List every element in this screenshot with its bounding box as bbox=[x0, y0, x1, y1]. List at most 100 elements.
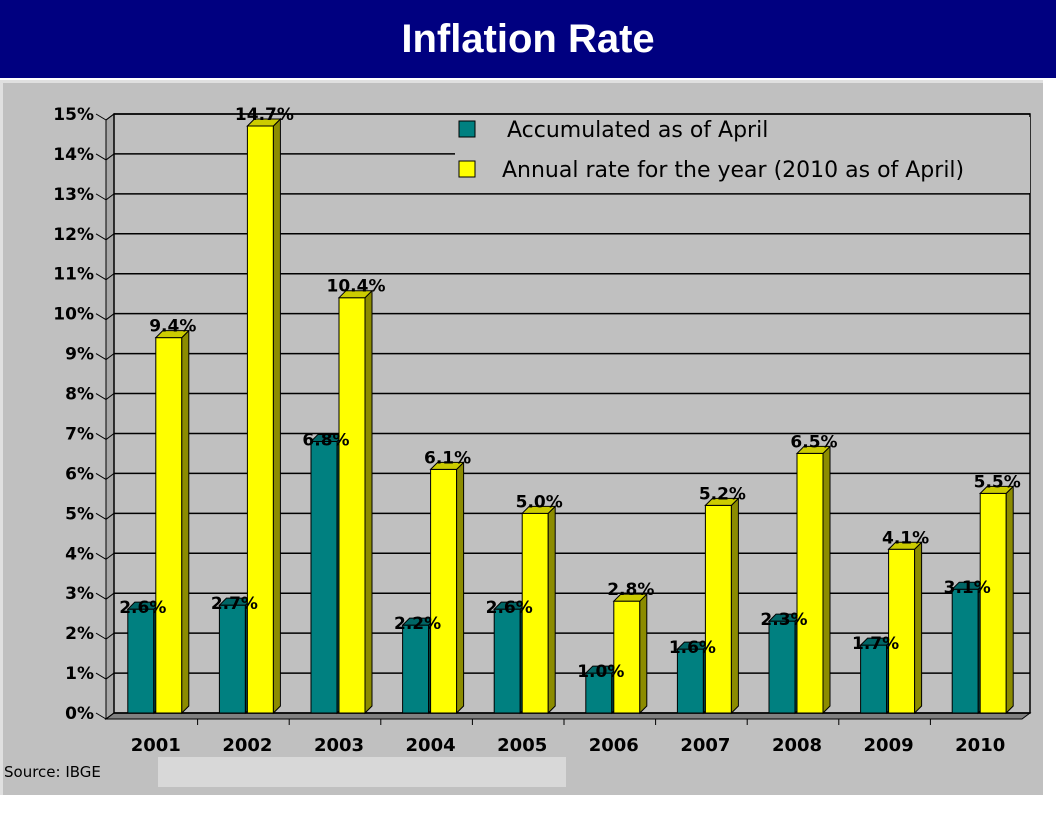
y-tick-label: 10% bbox=[53, 305, 94, 325]
y-tick-mark bbox=[95, 433, 107, 440]
y-tick-label: 1% bbox=[65, 664, 94, 684]
x-tick-label: 2001 bbox=[131, 735, 181, 756]
bar-accumulated bbox=[218, 604, 246, 714]
chart-title: Inflation Rate bbox=[401, 16, 655, 61]
y-tick-label: 12% bbox=[53, 225, 94, 245]
y-tick-mark bbox=[95, 512, 107, 520]
gridline-side bbox=[105, 273, 115, 281]
bar-annual-top bbox=[612, 593, 649, 602]
data-label-annual: 5.5% bbox=[974, 472, 1021, 492]
bar-accumulated bbox=[402, 624, 430, 714]
data-label-accumulated: 2.6% bbox=[119, 598, 166, 618]
bar-annual-top bbox=[887, 541, 923, 550]
data-label-accumulated: 2.2% bbox=[394, 614, 441, 634]
legend-label-accumulated: Accumulated as of April bbox=[507, 118, 768, 143]
gridline-side bbox=[105, 672, 115, 680]
bar-annual bbox=[338, 297, 366, 714]
data-label-accumulated: 1.0% bbox=[577, 662, 624, 682]
y-tick-label: 7% bbox=[65, 424, 94, 444]
y-tick-mark bbox=[95, 393, 107, 400]
bar-accumulated bbox=[768, 620, 796, 714]
data-label-accumulated: 2.7% bbox=[211, 594, 258, 614]
bar-annual bbox=[979, 492, 1007, 714]
bar-annual-side bbox=[364, 289, 373, 715]
bar-annual-side bbox=[272, 117, 281, 715]
y-tick-mark bbox=[95, 712, 107, 720]
y-tick-label: 15% bbox=[53, 105, 94, 125]
y-tick-label: 4% bbox=[65, 544, 94, 564]
x-tick-label: 2006 bbox=[589, 735, 639, 756]
y-tick-mark bbox=[95, 353, 107, 361]
y-tick-label: 6% bbox=[65, 464, 94, 484]
y-tick-mark bbox=[95, 273, 107, 281]
data-label-annual: 5.0% bbox=[516, 492, 563, 512]
plot-side-wall bbox=[105, 113, 115, 720]
legend-swatch-accumulated bbox=[458, 120, 476, 138]
gridline-side bbox=[105, 233, 115, 241]
y-tick-mark bbox=[95, 632, 107, 640]
gridline-side bbox=[105, 433, 115, 440]
bar-annual-side bbox=[822, 445, 831, 715]
y-tick-mark bbox=[95, 233, 107, 241]
x-tick-label: 2003 bbox=[314, 735, 364, 756]
y-tick-label: 13% bbox=[53, 185, 94, 205]
bar-accumulated bbox=[127, 608, 155, 714]
data-label-accumulated: 3.1% bbox=[944, 578, 991, 598]
data-label-annual: 4.1% bbox=[882, 528, 929, 548]
y-tick-label: 3% bbox=[65, 584, 94, 604]
bar-annual-top bbox=[429, 461, 465, 470]
y-tick-mark bbox=[95, 313, 107, 321]
chart-title-bar: Inflation Rate bbox=[0, 0, 1056, 78]
y-tick-label: 8% bbox=[65, 385, 94, 405]
plot-border bbox=[113, 113, 1031, 714]
bar-annual bbox=[430, 468, 458, 714]
bar-annual bbox=[246, 125, 274, 714]
y-tick-mark bbox=[95, 153, 107, 161]
x-tick-label: 2005 bbox=[497, 735, 547, 756]
bar-annual bbox=[155, 337, 183, 714]
x-tick-label: 2004 bbox=[406, 735, 456, 756]
y-tick-label: 2% bbox=[65, 624, 94, 644]
data-label-annual: 5.2% bbox=[699, 484, 746, 504]
data-label-accumulated: 2.3% bbox=[760, 610, 807, 630]
bar-annual-top bbox=[704, 497, 740, 506]
data-label-annual: 2.8% bbox=[607, 580, 654, 600]
bar-annual-side bbox=[456, 461, 465, 715]
legend-box bbox=[455, 117, 1030, 193]
bar-annual bbox=[704, 504, 732, 714]
bar-accumulated bbox=[951, 588, 979, 714]
bar-annual-side bbox=[181, 329, 190, 715]
y-tick-mark bbox=[95, 592, 107, 600]
bar-annual-top bbox=[246, 118, 282, 127]
data-label-annual: 6.5% bbox=[790, 432, 837, 452]
x-tick-label: 2008 bbox=[772, 735, 822, 756]
plot-floor bbox=[104, 712, 1032, 720]
data-label-annual: 10.4% bbox=[327, 277, 386, 297]
source-note: Source: IBGE bbox=[4, 763, 101, 781]
gridline-side bbox=[105, 113, 115, 121]
y-tick-mark bbox=[95, 672, 107, 680]
bar-annual bbox=[796, 452, 824, 714]
bar-annual-top bbox=[154, 330, 191, 339]
y-tick-label: 14% bbox=[53, 145, 94, 165]
bar-annual-top bbox=[978, 485, 1015, 494]
x-tick-label: 2002 bbox=[222, 735, 272, 756]
legend-swatch-annual bbox=[458, 160, 476, 178]
gridline-side bbox=[105, 592, 115, 600]
bar-accumulated bbox=[310, 440, 338, 714]
gridline-side bbox=[105, 193, 115, 201]
bar-annual-side bbox=[914, 541, 923, 715]
bar-accumulated bbox=[860, 644, 888, 714]
bar-accumulated bbox=[676, 648, 704, 714]
y-tick-mark bbox=[95, 193, 107, 201]
data-label-accumulated: 1.6% bbox=[669, 638, 716, 658]
source-redacted-area bbox=[158, 757, 566, 787]
bar-annual bbox=[521, 512, 549, 714]
gridline-side bbox=[105, 313, 115, 321]
bar-annual-side bbox=[547, 505, 556, 715]
x-tick-label: 2010 bbox=[955, 735, 1005, 756]
gridline-side bbox=[105, 712, 115, 720]
data-label-annual: 9.4% bbox=[149, 317, 196, 337]
gridline-side bbox=[105, 353, 115, 361]
